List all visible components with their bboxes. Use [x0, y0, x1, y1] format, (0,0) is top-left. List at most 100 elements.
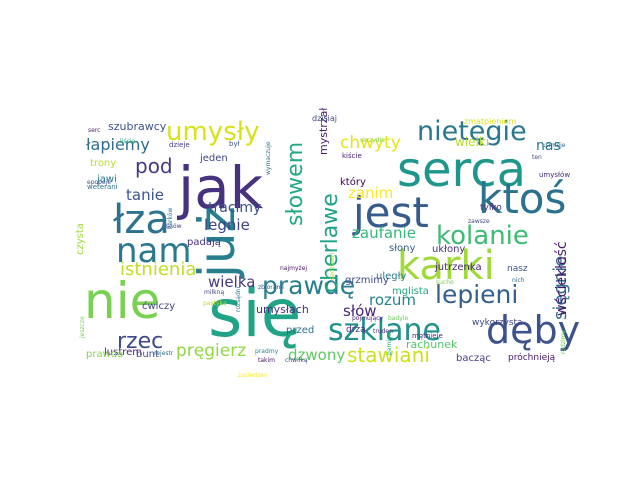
- cloud-word: legnie: [204, 216, 250, 234]
- cloud-word: serca: [397, 142, 526, 198]
- cloud-word: jawi: [96, 174, 117, 185]
- cloud-word: karków: [167, 208, 174, 229]
- cloud-word: zasiedzeń: [238, 372, 268, 379]
- cloud-word: łapiemy: [86, 135, 150, 154]
- cloud-word: jak: [176, 154, 264, 222]
- cloud-word: epopeje: [87, 179, 111, 186]
- cloud-word: jutrzenka: [434, 262, 482, 273]
- cloud-word: karki: [397, 243, 495, 289]
- cloud-word: zmatpieniem: [464, 117, 516, 126]
- cloud-word: zbiorami: [258, 284, 284, 291]
- cloud-word: dęby: [486, 308, 580, 352]
- cloud-word: wściekłość: [554, 241, 570, 316]
- cloud-word: który: [340, 176, 366, 188]
- cloud-word: nam: [116, 231, 192, 271]
- cloud-word: mystrzał: [317, 107, 330, 155]
- cloud-word: śnów: [166, 223, 182, 230]
- cloud-word: umysłów: [539, 171, 570, 179]
- cloud-word: prawdę: [262, 271, 355, 300]
- cloud-word: istnienia: [120, 259, 196, 280]
- cloud-word: szklane: [328, 313, 441, 348]
- cloud-word: nas: [536, 138, 561, 154]
- cloud-word: lustrem: [104, 347, 142, 358]
- cloud-word: lepieni: [435, 280, 518, 309]
- cloud-word: pradmy: [255, 348, 279, 355]
- cloud-word: weterani: [87, 183, 118, 191]
- cloud-word: grzmimy: [345, 275, 389, 286]
- cloud-word: suche: [436, 279, 454, 286]
- cloud-word: ktoś: [478, 174, 566, 223]
- cloud-word: nasz: [507, 264, 528, 274]
- cloud-word: pod: [135, 154, 173, 178]
- cloud-word: truden: [373, 328, 393, 335]
- cloud-word: łza: [113, 197, 170, 243]
- cloud-word: wielka: [208, 273, 255, 291]
- cloud-word: ukłony: [432, 244, 465, 255]
- cloud-word: jeszcze: [79, 316, 86, 339]
- cloud-word: pamięci: [386, 331, 393, 355]
- cloud-word: stawiani: [347, 343, 430, 367]
- cloud-word: sięgnie: [550, 256, 571, 320]
- cloud-word: umysły: [166, 117, 260, 147]
- cloud-word: dzwony: [288, 346, 345, 364]
- cloud-word: trony: [90, 158, 116, 169]
- cloud-word: rozsądni: [235, 286, 242, 312]
- cloud-word: skrzydła: [360, 137, 385, 144]
- cloud-word: dzisiaj: [312, 114, 337, 123]
- cloud-word: tanie: [126, 186, 164, 204]
- cloud-word: wykorzysta: [472, 318, 523, 328]
- cloud-word: się: [208, 275, 301, 352]
- cloud-word: cherlawe: [318, 193, 343, 293]
- cloud-word: zanim: [348, 184, 393, 202]
- cloud-word: nie: [84, 272, 160, 330]
- cloud-word: tracimy: [208, 200, 261, 216]
- cloud-word: ćwiczy: [142, 300, 175, 312]
- cloud-word: wymaczuje: [265, 141, 272, 175]
- cloud-word: nietęgie: [417, 116, 527, 147]
- cloud-word: najmyżej: [280, 265, 307, 272]
- cloud-word: padają: [187, 237, 221, 248]
- cloud-word: jeden: [199, 153, 228, 164]
- cloud-word: milkną: [204, 289, 224, 296]
- cloud-word: mętnieje: [412, 332, 443, 340]
- cloud-word: rozum: [369, 291, 416, 309]
- cloud-word: liście: [120, 138, 135, 145]
- cloud-word: pręgierz: [176, 341, 246, 361]
- cloud-word: kiście: [342, 152, 362, 160]
- cloud-word: próchnieją: [508, 352, 556, 363]
- cloud-word: słów: [343, 302, 377, 320]
- cloud-word: bunt: [136, 349, 159, 360]
- cloud-word: szubrawcy: [108, 120, 167, 133]
- cloud-word: rzec: [117, 329, 163, 354]
- cloud-word: wielki: [455, 135, 489, 149]
- cloud-word: ten: [532, 154, 542, 161]
- cloud-word: był: [229, 140, 240, 148]
- cloud-word: uśmieje: [542, 142, 566, 149]
- cloud-word: pojmujący: [352, 315, 383, 322]
- cloud-word: słowem: [283, 142, 308, 226]
- cloud-word: prawda: [86, 349, 123, 360]
- cloud-word: przed: [286, 325, 314, 336]
- cloud-word: badyle: [388, 315, 409, 322]
- cloud-word: rachunek: [406, 338, 458, 351]
- cloud-word: pastyką: [203, 300, 227, 307]
- cloud-word: serc: [88, 127, 100, 134]
- cloud-word: uległy: [376, 271, 406, 282]
- cloud-word: sadzawki: [329, 252, 336, 280]
- cloud-word: mglista: [392, 286, 429, 297]
- cloud-word: czysta: [75, 223, 86, 255]
- cloud-word: już: [188, 206, 246, 279]
- cloud-word: bacząc: [456, 353, 491, 364]
- cloud-word: umysłach: [256, 303, 309, 316]
- cloud-word: dzieje: [169, 141, 190, 149]
- cloud-word: rodzimy: [560, 330, 567, 354]
- cloud-word: tylko: [480, 203, 502, 213]
- cloud-word: chwilką: [285, 357, 308, 364]
- cloud-word: nich: [512, 277, 525, 284]
- cloud-word: zawsze: [468, 218, 490, 225]
- cloud-word: chwyty: [340, 133, 401, 153]
- cloud-word: kolanie: [436, 221, 529, 251]
- cloud-word: takim: [258, 357, 275, 364]
